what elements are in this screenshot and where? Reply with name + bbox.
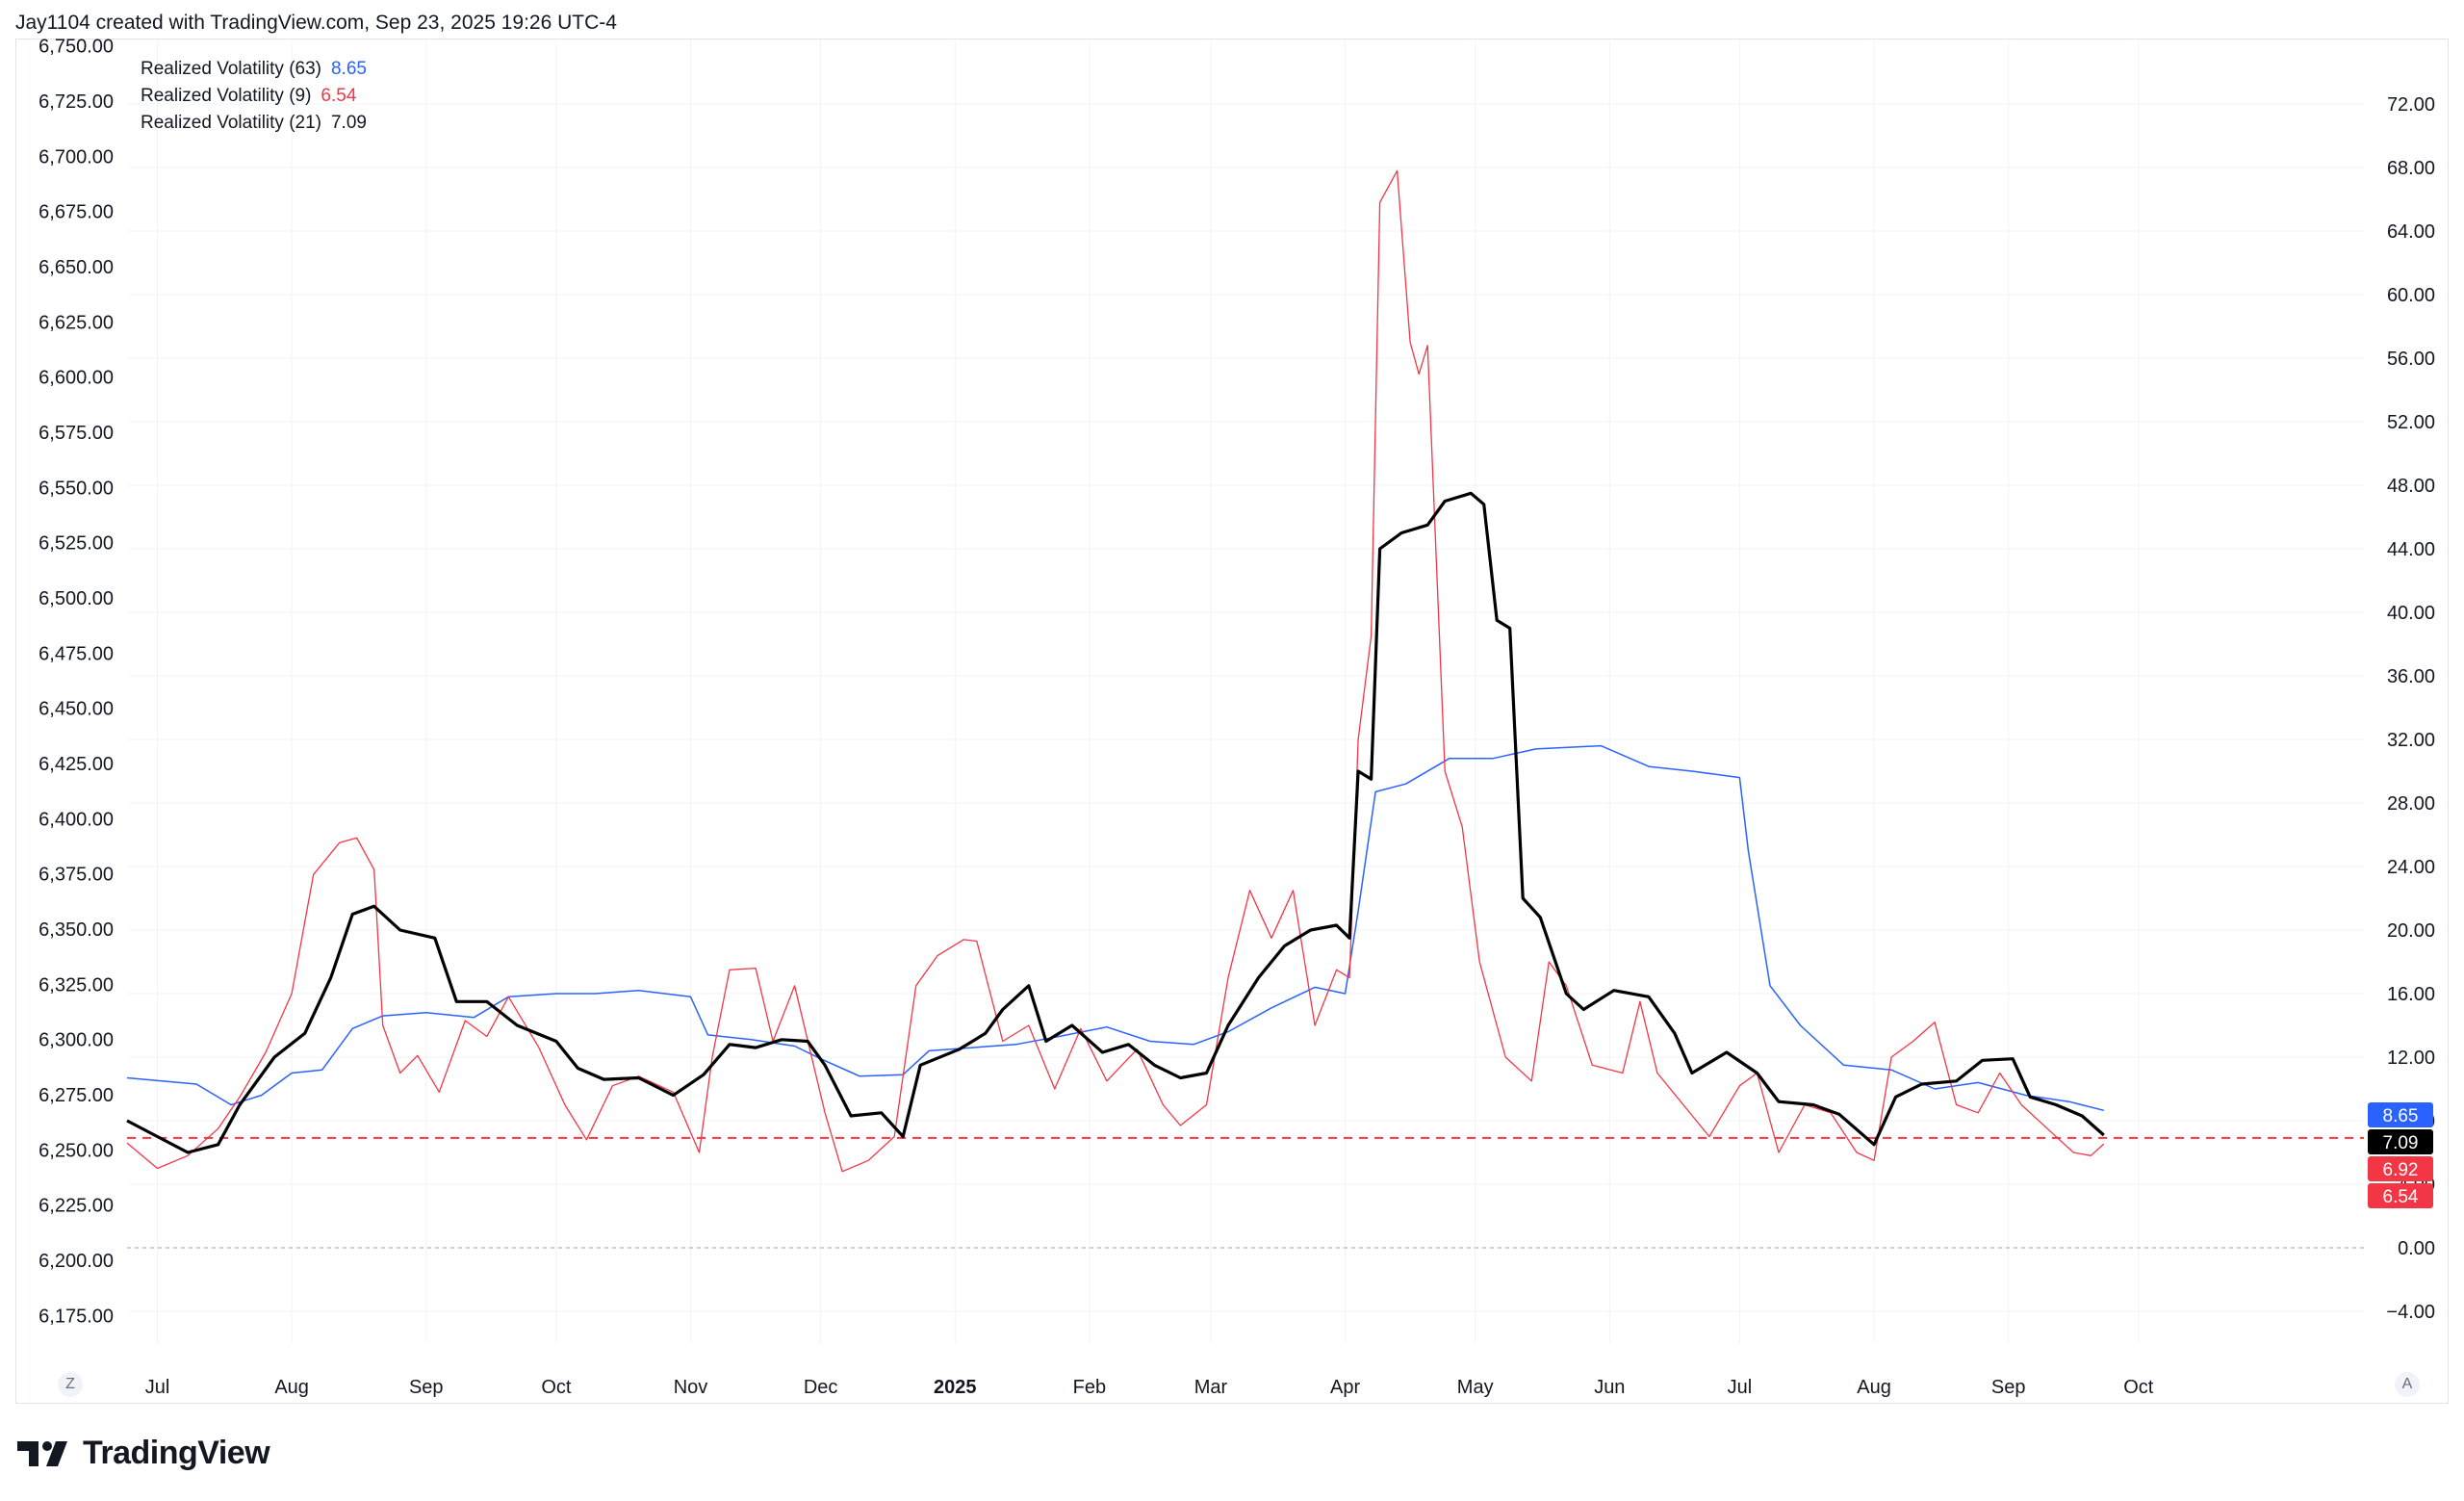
right-axis-tick-label: 28.00 [2387, 793, 2435, 815]
right-axis-tick-label: 24.00 [2387, 857, 2435, 878]
series-layer [126, 169, 2105, 1173]
left-axis-tick-label: 6,750.00 [38, 37, 114, 58]
right-axis-tick-label: −4.00 [2386, 1302, 2435, 1323]
tradingview-logo[interactable]: TradingView [17, 1435, 270, 1472]
time-axis-tick-label: Mar [1194, 1377, 1228, 1398]
chart-credit: Jay1104 created with TradingView.com, Se… [15, 12, 617, 34]
legend-row-rv9[interactable]: Realized Volatility (9) 6.54 [141, 83, 367, 110]
right-axis-tick-label: 52.00 [2387, 412, 2435, 433]
right-axis-tick-label: 60.00 [2387, 285, 2435, 306]
left-axis-tick-label: 6,375.00 [38, 865, 114, 886]
right-axis-tick-label: 56.00 [2387, 349, 2435, 370]
right-axis-tick-label: 72.00 [2387, 94, 2435, 116]
time-axis-tick-label: Aug [1857, 1377, 1891, 1398]
indicator-legend: Realized Volatility (63) 8.65 Realized Vo… [141, 56, 367, 137]
brand-name: TradingView [83, 1435, 270, 1471]
time-axis-tick-label: Sep [409, 1377, 444, 1398]
value-badge [2368, 1129, 2433, 1154]
right-axis-tick-label: 12.00 [2387, 1048, 2435, 1069]
value-badge-label: 6.92 [2383, 1160, 2419, 1180]
last-value-badges: 8.65 7.09 6.92 6.54 [2368, 1102, 2433, 1208]
value-badge [2368, 1183, 2433, 1208]
value-badge-label: 7.09 [2383, 1133, 2419, 1153]
series-line-0 [126, 744, 2104, 1112]
legend-row-rv63[interactable]: Realized Volatility (63) 8.65 [141, 56, 367, 83]
right-axis-tick-label: 64.00 [2387, 221, 2435, 243]
left-axis-tick-label: 6,500.00 [38, 588, 114, 609]
left-axis-tick-label: 6,625.00 [38, 312, 114, 333]
legend-label: Realized Volatility (63) [141, 59, 321, 79]
timezone-button[interactable]: Z [58, 1372, 83, 1397]
left-axis-tick-label: 6,450.00 [38, 699, 114, 720]
time-axis-tick-label: 2025 [934, 1377, 977, 1398]
time-axis-tick-label: Feb [1073, 1377, 1106, 1398]
left-axis-tick-label: 6,350.00 [38, 919, 114, 941]
time-axis-tick-label: Nov [674, 1377, 708, 1398]
legend-value: 8.65 [330, 59, 367, 79]
left-axis-tick-label: 6,400.00 [38, 809, 114, 830]
tradingview-logo-icon [17, 1440, 67, 1466]
time-axis-tick-label: Jul [145, 1377, 170, 1398]
time-axis-tick-label: Jun [1594, 1377, 1625, 1398]
legend-value: 6.54 [321, 86, 357, 106]
left-axis-tick-label: 6,725.00 [38, 91, 114, 113]
left-axis-tick-label: 6,275.00 [38, 1085, 114, 1106]
time-axis-tick-label: Sep [1991, 1377, 2026, 1398]
left-axis-tick-label: 6,525.00 [38, 533, 114, 555]
right-axis-tick-label: 32.00 [2387, 730, 2435, 751]
left-axis-tick-label: 6,600.00 [38, 368, 114, 389]
left-axis-tick-label: 6,575.00 [38, 423, 114, 444]
left-axis-tick-label: 6,200.00 [38, 1251, 114, 1272]
right-axis-tick-label: 20.00 [2387, 920, 2435, 942]
right-axis-tick-label: 44.00 [2387, 539, 2435, 560]
left-axis-tick-label: 6,700.00 [38, 146, 114, 168]
time-axis-tick-label: Oct [2123, 1377, 2154, 1398]
left-axis-tick-label: 6,225.00 [38, 1196, 114, 1217]
right-axis-tick-label: 40.00 [2387, 603, 2435, 624]
time-axis-tick-label: Aug [274, 1377, 309, 1398]
right-axis-tick-label: 36.00 [2387, 666, 2435, 687]
left-axis-tick-label: 6,675.00 [38, 202, 114, 223]
legend-label: Realized Volatility (21) [141, 113, 321, 133]
time-axis-tick-label: Jul [1728, 1377, 1753, 1398]
legend-value: 7.09 [330, 113, 367, 133]
left-axis-tick-label: 6,325.00 [38, 974, 114, 996]
value-badge-label: 6.54 [2383, 1187, 2419, 1207]
value-badge [2368, 1102, 2433, 1127]
left-price-axis: 6,175.00 6,200.00 6,225.00 6,250.00 6,275.00… [38, 37, 114, 1328]
time-axis-tick-label: Dec [804, 1377, 838, 1398]
left-axis-tick-label: 6,425.00 [38, 754, 114, 775]
time-axis-tick-label: Oct [541, 1377, 572, 1398]
value-badge-label: 8.65 [2383, 1106, 2419, 1126]
left-axis-tick-label: 6,550.00 [38, 478, 114, 499]
series-line-1 [126, 169, 2105, 1173]
left-axis-tick-label: 6,250.00 [38, 1140, 114, 1161]
right-axis-tick-label: 68.00 [2387, 158, 2435, 179]
left-axis-tick-label: 6,175.00 [38, 1306, 114, 1327]
right-axis-tick-label: 48.00 [2387, 476, 2435, 497]
time-axis: Jul Aug Sep Oct Nov Dec 2025 Feb Mar Apr May Jun Jul… [145, 1377, 2154, 1398]
reference-lines [127, 1136, 2364, 1249]
series-line-2 [126, 491, 2105, 1154]
grid-lines [127, 40, 2364, 1343]
auto-scale-button[interactable]: A [2395, 1372, 2420, 1397]
value-badge [2368, 1156, 2433, 1181]
left-axis-tick-label: 6,650.00 [38, 257, 114, 278]
volatility-chart[interactable]: 6,175.00 6,200.00 6,225.00 6,250.00 6,275.00… [0, 0, 2464, 1425]
left-axis-tick-label: 6,475.00 [38, 643, 114, 664]
chart-frame [15, 39, 2449, 1404]
right-axis-tick-label: 16.00 [2387, 984, 2435, 1005]
time-axis-tick-label: Apr [1330, 1377, 1360, 1398]
legend-label: Realized Volatility (9) [141, 86, 312, 106]
left-axis-tick-label: 6,300.00 [38, 1030, 114, 1051]
right-axis-tick-label: 0.00 [2398, 1238, 2435, 1259]
legend-row-rv21[interactable]: Realized Volatility (21) 7.09 [141, 110, 367, 137]
time-axis-tick-label: May [1457, 1377, 1494, 1398]
